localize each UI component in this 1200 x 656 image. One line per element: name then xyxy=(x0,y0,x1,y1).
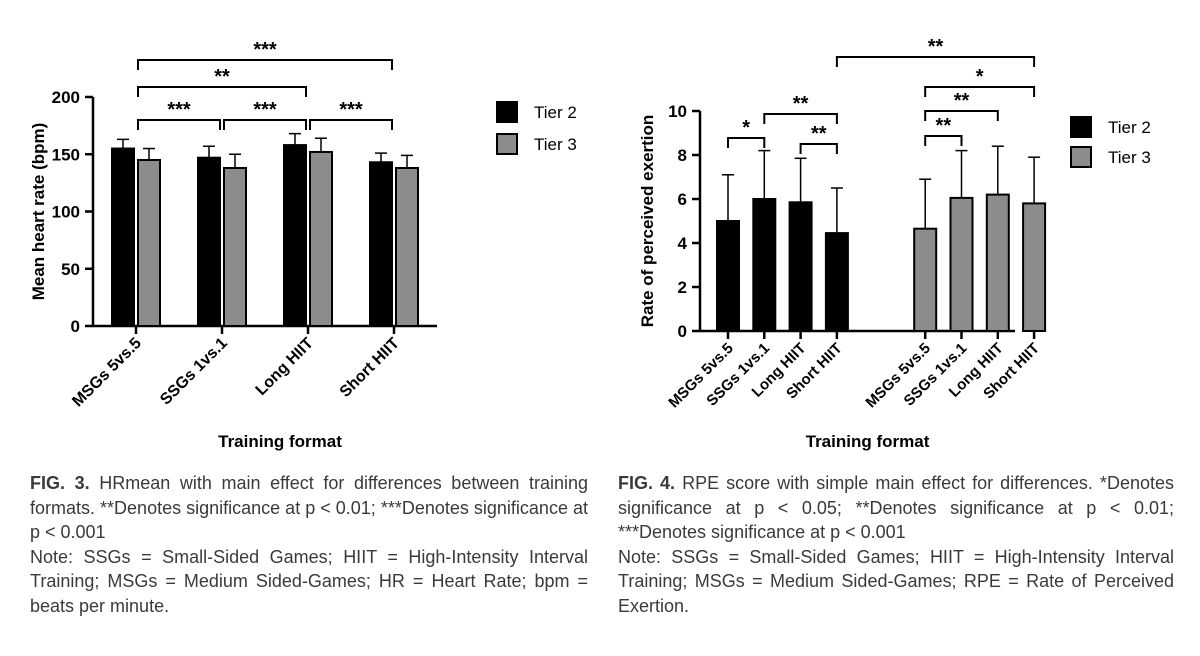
y-tick-label: 50 xyxy=(61,260,80,279)
significance-bracket-line xyxy=(137,59,393,70)
figure-4-caption-label: FIG. 4. xyxy=(618,473,676,493)
bar-tier2 xyxy=(788,201,813,332)
figure-4-caption-text: RPE score with simple main effect for di… xyxy=(618,473,1174,542)
bar-tier2 xyxy=(824,232,849,333)
significance-bracket-label: *** xyxy=(253,99,277,121)
bar-tier3 xyxy=(985,193,1010,332)
y-tick-label: 0 xyxy=(678,322,687,341)
significance-bracket-label: ** xyxy=(793,93,809,115)
significance-bracket-line xyxy=(924,86,1036,97)
figure-3-caption-label: FIG. 3. xyxy=(30,473,90,493)
figure-4-caption: FIG. 4. RPE score with simple main effec… xyxy=(618,471,1174,618)
y-tick-label: 100 xyxy=(52,203,80,222)
significance-bracket-line xyxy=(309,119,393,130)
bar-tier3 xyxy=(949,196,974,332)
legend-swatch xyxy=(1070,116,1092,138)
figure-3-caption-text: HRmean with main effect for differences … xyxy=(30,473,589,542)
legend-swatch xyxy=(1070,146,1092,168)
significance-bracket-label: *** xyxy=(339,99,363,121)
y-tick-label: 2 xyxy=(678,278,687,297)
significance-bracket-label: ** xyxy=(811,123,827,145)
legend-label: Tier 2 xyxy=(1108,118,1151,137)
bar-tier3 xyxy=(1022,202,1047,332)
legend-swatch xyxy=(496,101,518,123)
figure-4-caption-note: Note: SSGs = Small-Sided Games; HIIT = H… xyxy=(618,546,1174,616)
significance-bracket-label: ** xyxy=(214,66,230,88)
x-axis-title: Training format xyxy=(218,432,342,451)
y-tick-label: 8 xyxy=(678,146,687,165)
significance-bracket-line xyxy=(137,86,307,97)
significance-bracket-label: * xyxy=(742,117,750,139)
significance-bracket-label: * xyxy=(976,66,984,88)
significance-bracket-line xyxy=(137,119,221,130)
legend-swatch xyxy=(496,133,518,155)
significance-bracket-label: ** xyxy=(928,36,944,58)
y-tick-label: 150 xyxy=(52,145,80,164)
bar-tier3 xyxy=(913,227,938,332)
y-axis-title: Rate of perceived exertion xyxy=(638,115,657,328)
figure-3-caption: FIG. 3. HRmean with main effect for diff… xyxy=(30,471,588,618)
bar-tier2 xyxy=(716,220,740,332)
legend-label: Tier 2 xyxy=(534,103,577,122)
figure-3-caption-note: Note: SSGs = Small-Sided Games; HIIT = H… xyxy=(30,546,588,616)
significance-bracket-line xyxy=(924,135,963,146)
significance-bracket-label: ** xyxy=(936,115,952,137)
y-tick-label: 10 xyxy=(668,102,687,121)
bar-tier2 xyxy=(752,198,777,332)
y-tick-label: 6 xyxy=(678,190,687,209)
x-axis-title: Training format xyxy=(806,432,930,451)
significance-bracket-line xyxy=(799,143,838,154)
y-tick-label: 4 xyxy=(678,234,688,253)
y-axis-title: Mean heart rate (bpm) xyxy=(29,123,48,301)
significance-bracket-label: *** xyxy=(167,99,191,121)
significance-bracket-line xyxy=(924,110,999,121)
legend-label: Tier 3 xyxy=(534,135,577,154)
significance-bracket-line xyxy=(835,56,1036,67)
y-tick-label: 200 xyxy=(52,88,80,107)
significance-bracket-label: *** xyxy=(253,39,277,61)
significance-bracket-line xyxy=(763,113,838,124)
significance-bracket-line xyxy=(727,137,766,148)
significance-bracket-label: ** xyxy=(954,90,970,112)
significance-bracket-line xyxy=(223,119,307,130)
y-tick-label: 0 xyxy=(71,317,80,336)
legend-label: Tier 3 xyxy=(1108,148,1151,167)
